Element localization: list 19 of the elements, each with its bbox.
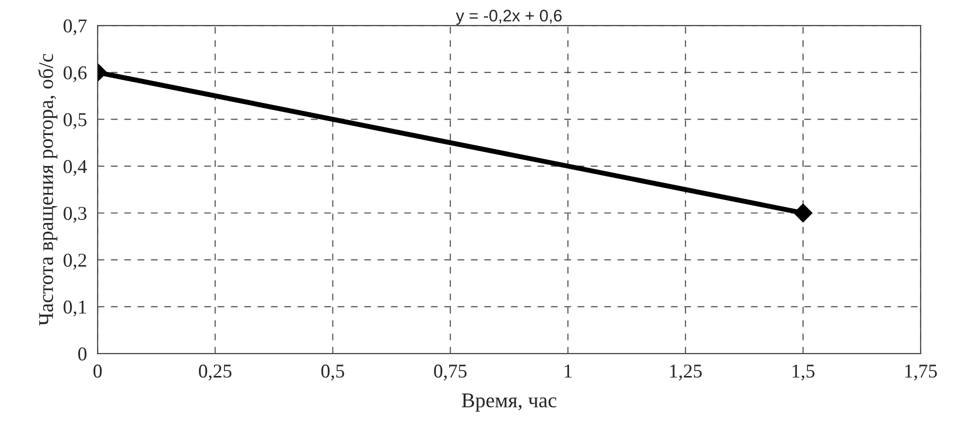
- x-tick-label: 0,25: [198, 364, 232, 380]
- y-tick-label: 0,6: [64, 66, 87, 82]
- y-tick-label: 0,2: [64, 254, 86, 270]
- x-tick-label: 0,75: [434, 364, 467, 380]
- x-tick-label: 1,75: [905, 364, 937, 380]
- x-tick-label: 1,25: [670, 364, 702, 380]
- x-axis-title: Время, час: [462, 394, 556, 412]
- x-tick-label: 1: [564, 364, 572, 378]
- y-tick-label: 0: [78, 347, 86, 361]
- chart-title: y = -0,2x + 0,6: [456, 10, 562, 25]
- y-tick-label: 0,3: [64, 206, 86, 223]
- x-tick-label: 0: [93, 364, 102, 378]
- y-axis-title: Частота вращения ротора, об/с: [38, 54, 58, 326]
- y-tick-label: 0,1: [64, 300, 86, 316]
- y-tick-label: 0,7: [64, 19, 87, 36]
- y-tick-label: 0,5: [64, 113, 86, 130]
- y-tick-label: 0,4: [64, 160, 87, 176]
- x-tick-label: 0,5: [321, 364, 344, 380]
- x-tick-label: 1,5: [792, 364, 814, 380]
